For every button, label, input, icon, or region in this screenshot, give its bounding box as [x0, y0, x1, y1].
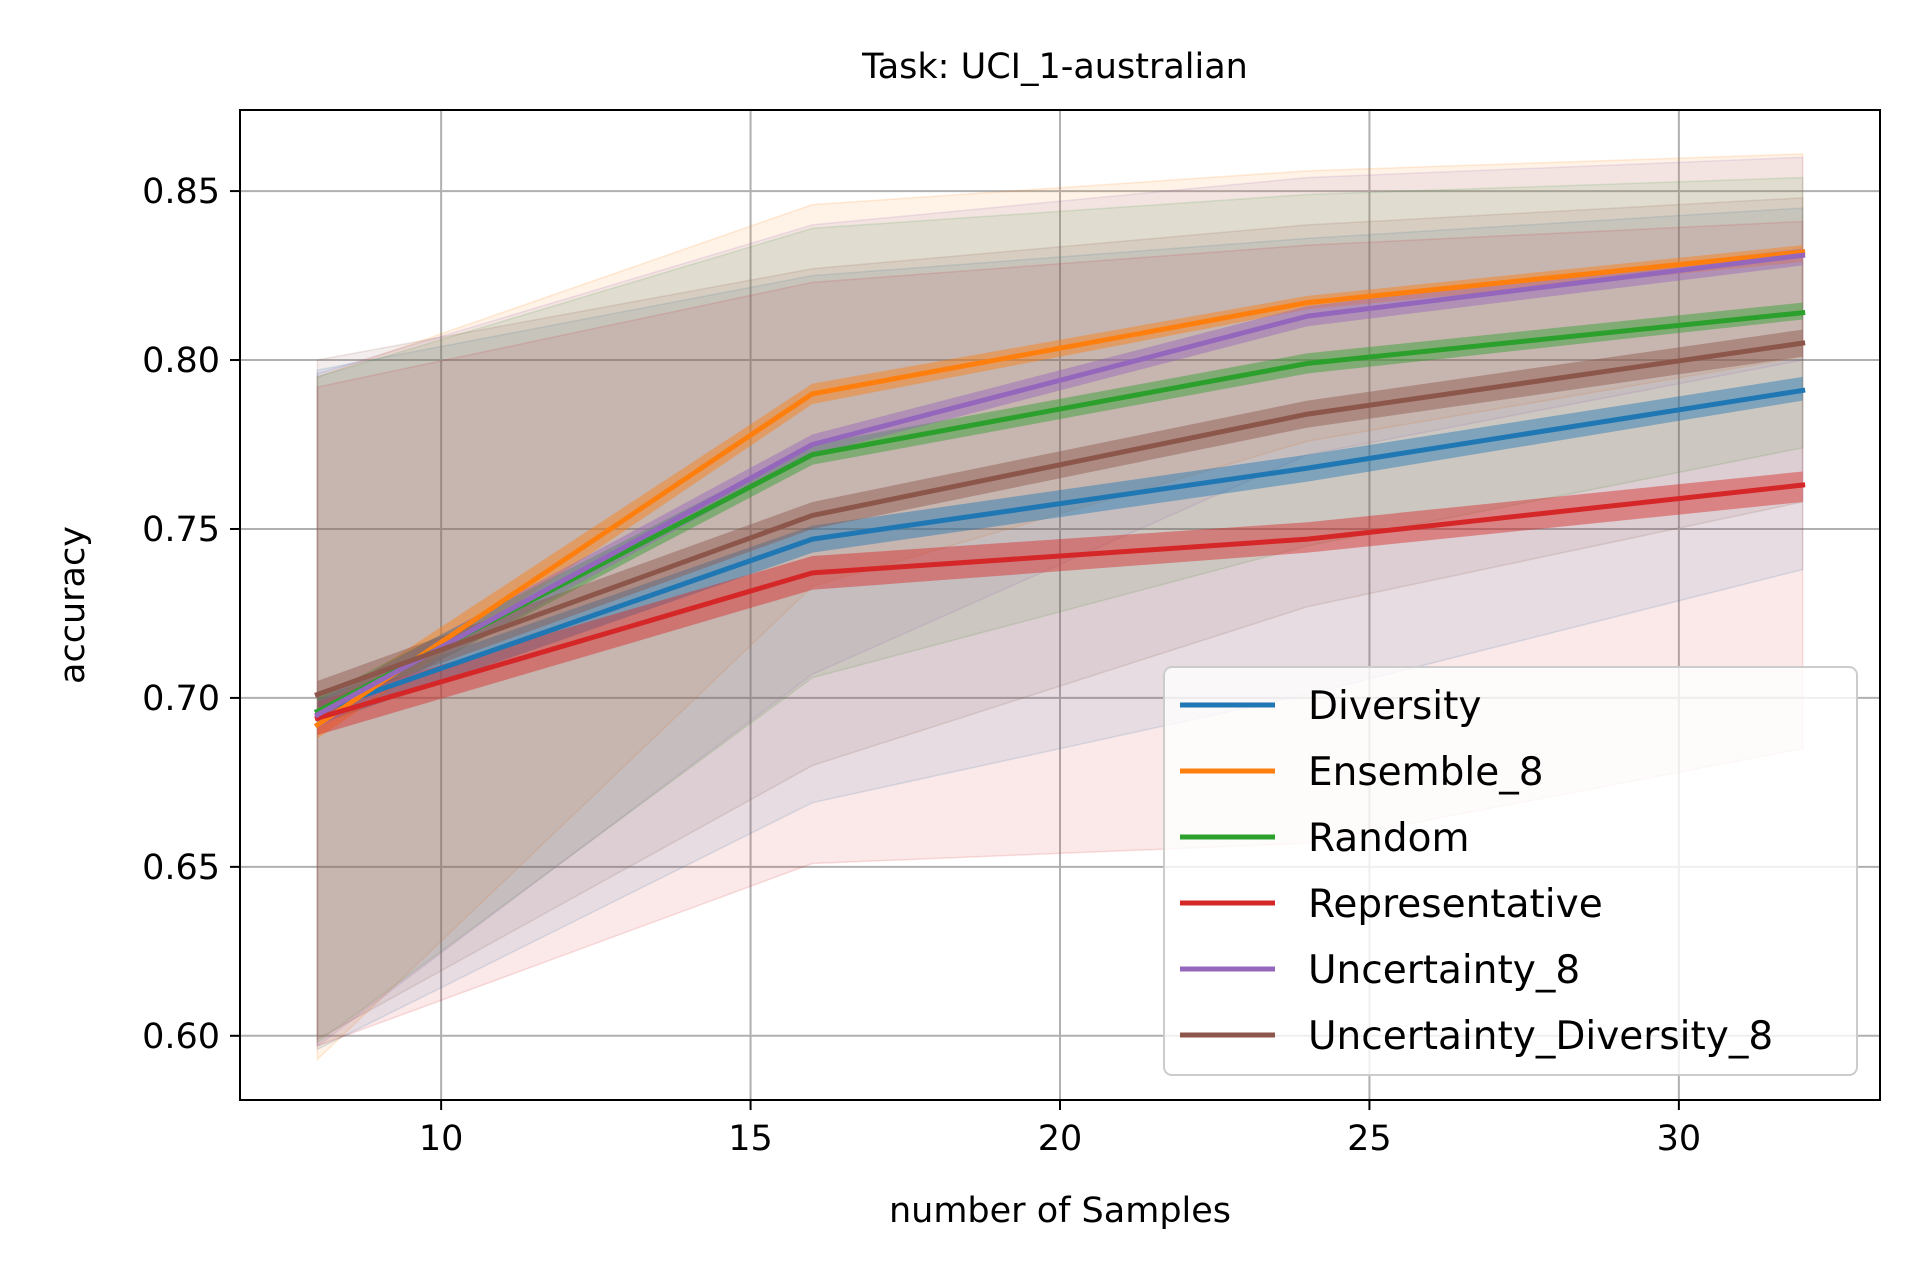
std-bands	[316, 153, 1804, 1062]
y-tick-label: 0.60	[142, 1017, 220, 1057]
x-tick-label: 30	[1657, 1119, 1702, 1159]
legend-label-uncertainty-8: Uncertainty_8	[1308, 948, 1580, 993]
legend-box	[1163, 666, 1858, 1076]
series-line-diversity	[314, 387, 1806, 715]
legend-label-diversity: Diversity	[1308, 684, 1482, 729]
x-ticks: 10 15 20 25 30	[419, 1100, 1701, 1159]
series-line-ensemble-8	[313, 249, 1806, 729]
chart-title: Task: UCI_1-australian	[861, 47, 1248, 87]
series-line-uncertainty-8	[313, 252, 1806, 719]
series-lines	[313, 249, 1806, 729]
y-ticks: 0.60 0.65 0.70 0.75 0.80 0.85	[142, 172, 240, 1057]
sem-band-uncertainty-diversity-8	[317, 329, 1803, 709]
std-band-ensemble-8	[316, 153, 1804, 1062]
y-tick-label: 0.70	[142, 679, 220, 719]
series-line-representative	[314, 482, 1806, 722]
sem-band-representative	[317, 471, 1803, 736]
std-band-random	[316, 176, 1804, 1045]
x-tick-label: 25	[1347, 1119, 1392, 1159]
legend-label-random: Random	[1308, 816, 1469, 861]
legend-label-ensemble-8: Ensemble_8	[1308, 750, 1544, 795]
legend: Diversity Ensemble_8 Random Representative U…	[1163, 666, 1858, 1076]
y-tick-label: 0.80	[142, 341, 220, 381]
y-tick-label: 0.65	[142, 848, 220, 888]
y-tick-label: 0.75	[142, 510, 220, 550]
std-band-uncertainty-diversity-8	[316, 197, 1804, 1041]
legend-label-uncertainty-diversity-8: Uncertainty_Diversity_8	[1308, 1014, 1773, 1059]
x-tick-label: 20	[1038, 1119, 1083, 1159]
y-axis-label: accuracy	[53, 526, 93, 684]
x-tick-label: 10	[419, 1119, 464, 1159]
y-tick-label: 0.85	[142, 172, 220, 212]
std-band-diversity	[316, 207, 1804, 1051]
std-band-uncertainty-8	[316, 156, 1804, 1048]
legend-label-representative: Representative	[1308, 882, 1603, 927]
series-line-random	[313, 309, 1806, 715]
series-line-uncertainty-diversity-8	[314, 340, 1806, 698]
x-axis-label: number of Samples	[889, 1191, 1231, 1231]
sem-band-ensemble-8	[317, 245, 1803, 739]
x-tick-label: 15	[728, 1119, 773, 1159]
